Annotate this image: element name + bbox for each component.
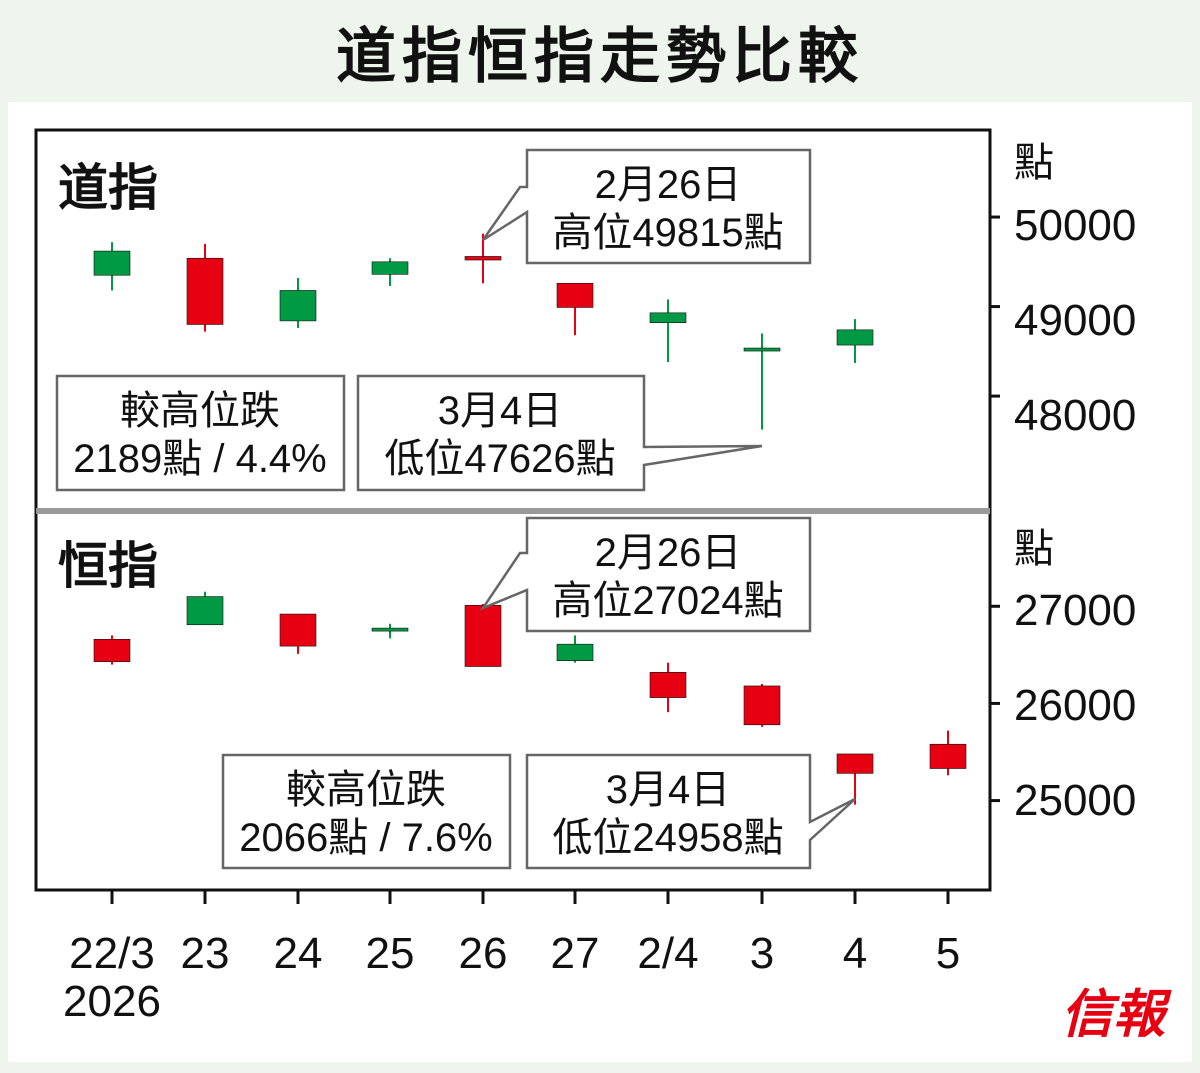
dow-unit-label: 點 [1014, 141, 1054, 185]
callout-line: 低位47626點 [384, 437, 615, 481]
hsi-y-tick-label: 27000 [1014, 586, 1136, 635]
dow-candle [649, 299, 687, 363]
x-tick-label: 25 [366, 929, 415, 978]
candle-body [743, 347, 781, 352]
callout-line: 高位49815點 [552, 211, 783, 255]
candle-body [464, 256, 502, 261]
dow-candle [186, 243, 224, 332]
callout-line: 2月26日 [595, 163, 742, 207]
callout-box [481, 148, 812, 265]
candle-body [464, 605, 502, 667]
callout-line: 2066點 / 7.6% [239, 816, 493, 860]
axis-ticks [110, 215, 1000, 904]
hsi-panel-title: 恒指 [58, 538, 158, 594]
x-year-label: 2026 [63, 977, 161, 1026]
hsi-candle [929, 730, 967, 776]
dow-high-callout: 2月26日 高位49815點 [481, 148, 812, 265]
dow-candle [371, 258, 409, 286]
callout-box [525, 753, 856, 870]
callout-line: 較高位跌 [286, 768, 446, 812]
candle-body [93, 639, 131, 662]
dow-y-tick-label: 48000 [1014, 391, 1136, 440]
hsi-low-callout: 3月4日 低位24958點 [525, 753, 856, 870]
hsi-drop-callout: 較高位跌 2066點 / 7.6% [221, 753, 512, 870]
x-tick-label: 26 [459, 929, 508, 978]
x-tick-label: 4 [843, 929, 867, 978]
dow-candle [743, 333, 781, 430]
candle-body [649, 672, 687, 698]
publisher-logo: 信報 [1061, 984, 1172, 1045]
hsi-high-callout: 2月26日 高位27024點 [479, 516, 812, 633]
dow-panel-title: 道指 [58, 160, 158, 216]
dow-y-tick-label: 50000 [1014, 201, 1136, 250]
dow-candle [836, 319, 874, 363]
x-tick-label: 27 [551, 929, 600, 978]
candle-body [743, 685, 781, 726]
dow-candle [279, 277, 317, 329]
candle-body [556, 282, 594, 308]
callout-box [55, 374, 346, 492]
callout-line: 3月4日 [606, 768, 731, 812]
dow-candle [93, 242, 131, 291]
dow-candle [464, 233, 502, 284]
candle-body [649, 312, 687, 323]
candle-body [371, 261, 409, 275]
hsi-y-tick-label: 26000 [1014, 681, 1136, 730]
candle-body [836, 329, 874, 346]
candle-body [279, 613, 317, 647]
candle-body [929, 743, 967, 769]
hsi-candle [743, 684, 781, 727]
hsi-candle [836, 753, 874, 805]
hsi-candle [93, 635, 131, 665]
dow-drop-callout: 較高位跌 2189點 / 4.4% [55, 374, 346, 492]
callout-line: 2月26日 [595, 531, 742, 575]
x-tick-label: 3 [750, 929, 774, 978]
hsi-candle [279, 613, 317, 654]
callout-line: 低位24958點 [552, 816, 783, 860]
hsi-candle [649, 662, 687, 713]
candle-body [186, 596, 224, 626]
callout-line: 2189點 / 4.4% [73, 437, 327, 481]
candle-body [556, 643, 594, 661]
dow-candle [556, 282, 594, 336]
hsi-candle [186, 591, 224, 626]
hsi-unit-label: 點 [1014, 527, 1054, 571]
callout-box [221, 753, 512, 870]
x-tick-label: 23 [181, 929, 230, 978]
candle-body [371, 627, 409, 632]
callout-box [356, 374, 763, 492]
hsi-candle [556, 635, 594, 663]
candles-layer [93, 233, 967, 805]
hsi-candle [371, 623, 409, 639]
x-tick-label: 22/3 [69, 929, 155, 978]
hsi-y-tick-label: 25000 [1014, 776, 1136, 825]
dow-y-tick-label: 49000 [1014, 296, 1136, 345]
candle-body [836, 753, 874, 774]
chart-title: 道指恒指走勢比較 [336, 22, 864, 92]
candle-body [279, 290, 317, 322]
callout-line: 高位27024點 [552, 579, 783, 623]
callout-line: 較高位跌 [120, 389, 280, 433]
x-tick-label: 24 [274, 929, 323, 978]
candle-body [93, 250, 131, 276]
callout-line: 3月4日 [438, 389, 563, 433]
x-tick-label: 5 [936, 929, 960, 978]
callout-box [479, 516, 812, 633]
x-tick-label: 2/4 [637, 929, 698, 978]
candle-body [186, 257, 224, 325]
hsi-candle [464, 603, 502, 667]
dow-low-callout: 3月4日 低位47626點 [356, 374, 763, 492]
